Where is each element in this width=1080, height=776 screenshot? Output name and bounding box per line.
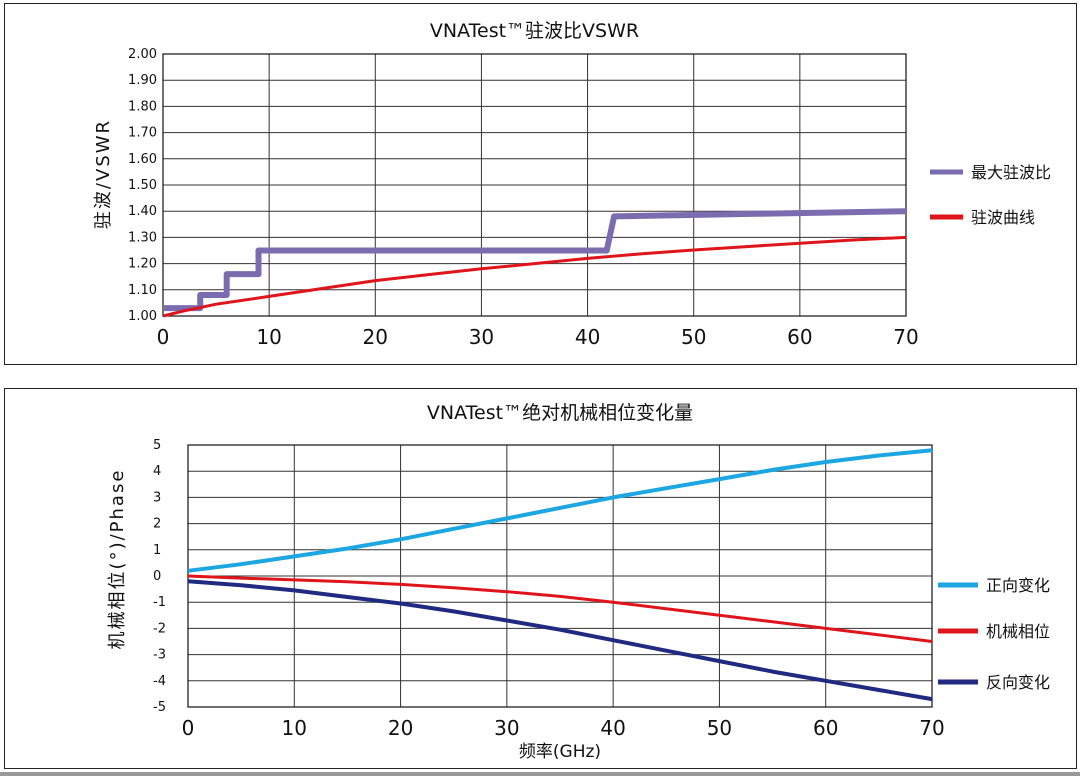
series-line-1	[163, 208, 907, 312]
legend-label: 正向变化	[986, 576, 1050, 595]
series-line-1	[187, 448, 933, 573]
legend-label: 驻波曲线	[971, 208, 1035, 227]
legend-label: 机械相位	[986, 622, 1050, 641]
y-tick-label: 3	[153, 490, 161, 505]
legend-label: 反向变化	[986, 673, 1050, 692]
x-tick-label: 50	[681, 325, 706, 349]
y-tick-label: 5	[153, 438, 161, 453]
y-tick-label: 1.30	[128, 230, 157, 245]
x-tick-label: 10	[256, 325, 281, 349]
y-tick-label: -2	[153, 621, 166, 636]
y-tick-label: 1.60	[128, 152, 157, 167]
x-tick-label: 40	[575, 325, 600, 349]
y-tick-label: 1.90	[128, 73, 157, 88]
bottom-divider	[0, 772, 1080, 776]
x-axis-label: 频率(GHz)	[519, 742, 601, 762]
x-tick-label: 50	[707, 716, 732, 740]
series-line-2	[187, 574, 933, 643]
y-tick-label: 1.70	[128, 126, 157, 141]
legend-label: 最大驻波比	[971, 163, 1051, 182]
y-tick-label: 1.10	[128, 283, 157, 298]
x-tick-label: 70	[919, 716, 944, 740]
x-tick-label: 10	[282, 716, 307, 740]
series-line-2	[162, 235, 907, 318]
x-tick-label: 20	[363, 325, 388, 349]
y-tick-label: 1.50	[128, 178, 157, 193]
y-tick-label: 1.40	[128, 204, 157, 219]
vswr-chart-panel: VNATest™驻波比VSWR 1.00 1.10 1.20 1.30 1.40 1.50 1…	[4, 3, 1077, 365]
y-tick-label: 2.00	[128, 47, 157, 62]
y-tick-label: -1	[153, 595, 166, 610]
y-tick-label: -5	[153, 700, 166, 715]
y-tick-label: -4	[153, 674, 166, 689]
plot-frame	[162, 53, 907, 317]
x-tick-label: 30	[469, 325, 494, 349]
x-tick-label: 0	[182, 716, 195, 740]
y-tick-label: 1.20	[128, 257, 157, 272]
y-axis-label: 机械相位(°)/Phase	[107, 469, 128, 650]
x-tick-label: 0	[157, 325, 170, 349]
y-tick-label: 2	[153, 517, 161, 532]
y-axis-label: 驻波/VSWR	[93, 119, 114, 229]
y-tick-label: 1.80	[128, 99, 157, 114]
y-tick-label: 4	[153, 464, 161, 479]
y-tick-label: -3	[153, 648, 166, 663]
phase-chart-panel: VNATest™绝对机械相位变化量 5 4 3 2 1 0 -1 -2 -3 -4 -5 0 10 20 30…	[4, 388, 1077, 769]
y-tick-label: 0	[153, 569, 161, 584]
y-tick-label: 1.00	[128, 309, 157, 324]
x-tick-label: 20	[388, 716, 413, 740]
x-tick-label: 60	[813, 716, 838, 740]
x-tick-label: 60	[787, 325, 812, 349]
x-tick-label: 30	[494, 716, 519, 740]
vswr-chart: VNATest™驻波比VSWR 1.00 1.10 1.20 1.30 1.40 1.50 1…	[93, 20, 1051, 349]
chart-title: VNATest™绝对机械相位变化量	[427, 402, 693, 424]
y-tick-label: 1	[153, 543, 161, 558]
x-tick-label: 70	[893, 325, 918, 349]
x-tick-label: 40	[600, 716, 625, 740]
chart-title: VNATest™驻波比VSWR	[430, 20, 639, 42]
series-line-3	[187, 579, 933, 702]
